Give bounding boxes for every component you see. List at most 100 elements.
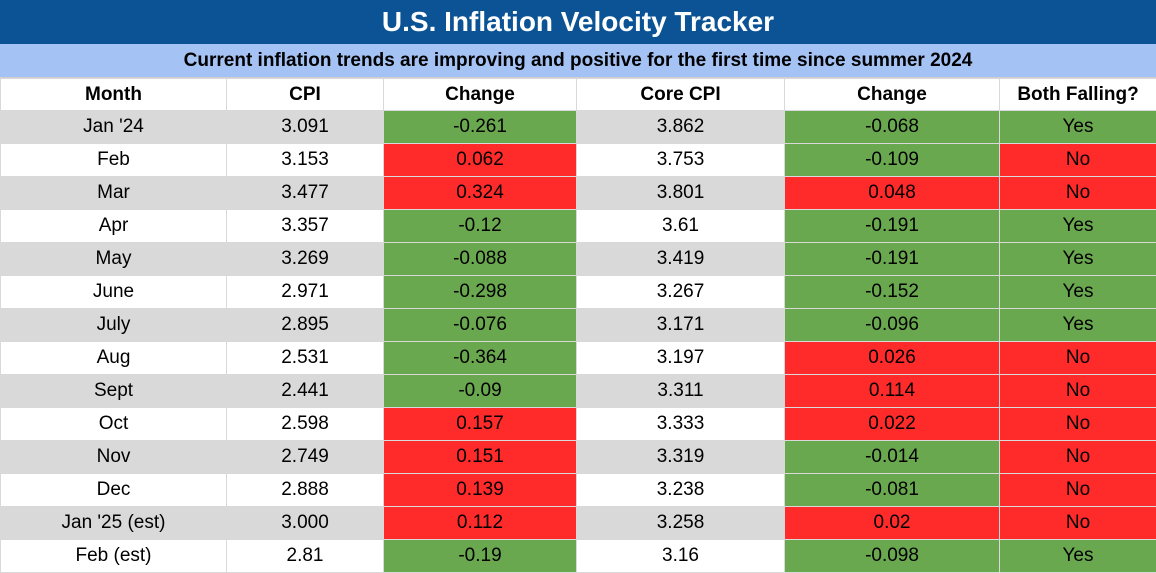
cell-month: Sept [1, 375, 227, 408]
cell-both-falling: No [1000, 342, 1156, 375]
cell-cpi: 2.81 [227, 540, 384, 573]
column-header-core-change: Change [785, 79, 1000, 111]
cell-cpi: 2.971 [227, 276, 384, 309]
cell-month: Apr [1, 210, 227, 243]
cell-cpi-change: -0.364 [384, 342, 577, 375]
page-title: U.S. Inflation Velocity Tracker [0, 0, 1156, 44]
cell-core-cpi: 3.238 [577, 474, 785, 507]
cell-cpi-change: -0.076 [384, 309, 577, 342]
cell-cpi: 3.477 [227, 177, 384, 210]
cell-month: Jan '25 (est) [1, 507, 227, 540]
cell-core-cpi: 3.258 [577, 507, 785, 540]
cell-cpi-change: 0.157 [384, 408, 577, 441]
cell-both-falling: Yes [1000, 111, 1156, 144]
inflation-table: Month CPI Change Core CPI Change Both Fa… [0, 78, 1156, 573]
cell-core-cpi: 3.197 [577, 342, 785, 375]
cell-both-falling: No [1000, 441, 1156, 474]
cell-core-cpi: 3.862 [577, 111, 785, 144]
cell-core-cpi: 3.171 [577, 309, 785, 342]
column-header-cpi: CPI [227, 79, 384, 111]
cell-cpi-change: -0.088 [384, 243, 577, 276]
cell-both-falling: Yes [1000, 243, 1156, 276]
cell-core-change: -0.068 [785, 111, 1000, 144]
column-header-core-cpi: Core CPI [577, 79, 785, 111]
cell-core-change: 0.02 [785, 507, 1000, 540]
cell-core-change: -0.014 [785, 441, 1000, 474]
cell-cpi-change: 0.139 [384, 474, 577, 507]
cell-both-falling: No [1000, 474, 1156, 507]
cell-core-change: -0.191 [785, 243, 1000, 276]
cell-core-change: -0.098 [785, 540, 1000, 573]
cell-cpi-change: -0.261 [384, 111, 577, 144]
cell-core-cpi: 3.16 [577, 540, 785, 573]
cell-core-change: 0.026 [785, 342, 1000, 375]
cell-core-cpi: 3.311 [577, 375, 785, 408]
page-subtitle: Current inflation trends are improving a… [0, 44, 1156, 78]
cell-cpi: 2.598 [227, 408, 384, 441]
cell-cpi: 2.895 [227, 309, 384, 342]
cell-cpi: 3.153 [227, 144, 384, 177]
cell-cpi-change: 0.062 [384, 144, 577, 177]
cell-core-cpi: 3.419 [577, 243, 785, 276]
cell-cpi: 2.441 [227, 375, 384, 408]
cell-both-falling: Yes [1000, 210, 1156, 243]
cell-core-cpi: 3.333 [577, 408, 785, 441]
cell-cpi-change: 0.112 [384, 507, 577, 540]
cell-core-change: 0.114 [785, 375, 1000, 408]
cell-cpi-change: 0.151 [384, 441, 577, 474]
cell-core-cpi: 3.753 [577, 144, 785, 177]
cell-month: Oct [1, 408, 227, 441]
cell-cpi-change: 0.324 [384, 177, 577, 210]
cell-cpi: 3.269 [227, 243, 384, 276]
column-header-cpi-change: Change [384, 79, 577, 111]
cell-core-cpi: 3.801 [577, 177, 785, 210]
cell-month: Aug [1, 342, 227, 375]
cell-both-falling: Yes [1000, 276, 1156, 309]
cell-month: Dec [1, 474, 227, 507]
cell-month: May [1, 243, 227, 276]
cell-cpi: 2.888 [227, 474, 384, 507]
cell-both-falling: No [1000, 144, 1156, 177]
cell-both-falling: No [1000, 375, 1156, 408]
cell-core-change: -0.081 [785, 474, 1000, 507]
cell-cpi: 2.531 [227, 342, 384, 375]
cell-core-change: -0.152 [785, 276, 1000, 309]
cell-month: Feb (est) [1, 540, 227, 573]
cell-month: July [1, 309, 227, 342]
cell-both-falling: No [1000, 408, 1156, 441]
cell-core-cpi: 3.267 [577, 276, 785, 309]
cell-both-falling: No [1000, 507, 1156, 540]
cell-core-change: -0.191 [785, 210, 1000, 243]
cell-core-cpi: 3.319 [577, 441, 785, 474]
cell-cpi: 3.357 [227, 210, 384, 243]
cell-both-falling: Yes [1000, 309, 1156, 342]
cell-cpi-change: -0.298 [384, 276, 577, 309]
cell-both-falling: No [1000, 177, 1156, 210]
cell-both-falling: Yes [1000, 540, 1156, 573]
cell-cpi-change: -0.09 [384, 375, 577, 408]
column-header-month: Month [1, 79, 227, 111]
column-header-both-falling: Both Falling? [1000, 79, 1156, 111]
cell-month: June [1, 276, 227, 309]
cell-core-change: 0.022 [785, 408, 1000, 441]
cell-cpi: 3.000 [227, 507, 384, 540]
cell-core-change: -0.096 [785, 309, 1000, 342]
cell-core-change: -0.109 [785, 144, 1000, 177]
cell-core-change: 0.048 [785, 177, 1000, 210]
cell-month: Jan '24 [1, 111, 227, 144]
cell-month: Feb [1, 144, 227, 177]
